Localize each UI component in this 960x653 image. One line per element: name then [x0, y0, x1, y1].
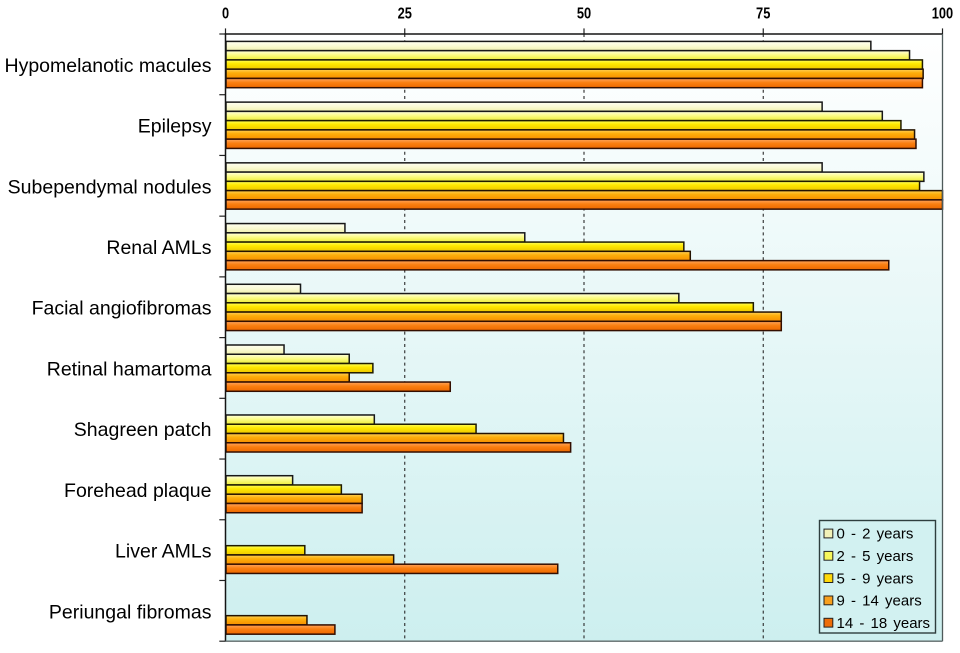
- svg-text:50: 50: [577, 6, 591, 23]
- svg-text:Retinal hamartoma: Retinal hamartoma: [47, 359, 212, 381]
- svg-text:5 - 9 years: 5 - 9 years: [837, 570, 914, 587]
- svg-text:0: 0: [222, 6, 229, 23]
- svg-text:75: 75: [756, 6, 771, 23]
- svg-text:9 - 14 years: 9 - 14 years: [837, 593, 922, 610]
- svg-text:Periungal fibromas: Periungal fibromas: [49, 601, 212, 623]
- svg-text:14 - 18 years: 14 - 18 years: [837, 615, 931, 632]
- svg-text:2 - 5 years: 2 - 5 years: [837, 548, 914, 565]
- svg-text:25: 25: [398, 6, 413, 23]
- svg-text:100: 100: [932, 6, 953, 23]
- svg-text:Shagreen patch: Shagreen patch: [74, 419, 212, 441]
- svg-text:Liver AMLs: Liver AMLs: [115, 541, 212, 563]
- svg-text:Facial angiofibromas: Facial angiofibromas: [32, 298, 212, 320]
- svg-text:Hypomelanotic macules: Hypomelanotic macules: [4, 55, 211, 77]
- svg-text:Forehead plaque: Forehead plaque: [64, 480, 211, 502]
- svg-text:Subependymal nodules: Subependymal nodules: [8, 176, 212, 198]
- svg-text:0 - 2 years: 0 - 2 years: [837, 526, 914, 543]
- svg-text:Renal AMLs: Renal AMLs: [106, 237, 211, 259]
- svg-text:Epilepsy: Epilepsy: [138, 116, 212, 138]
